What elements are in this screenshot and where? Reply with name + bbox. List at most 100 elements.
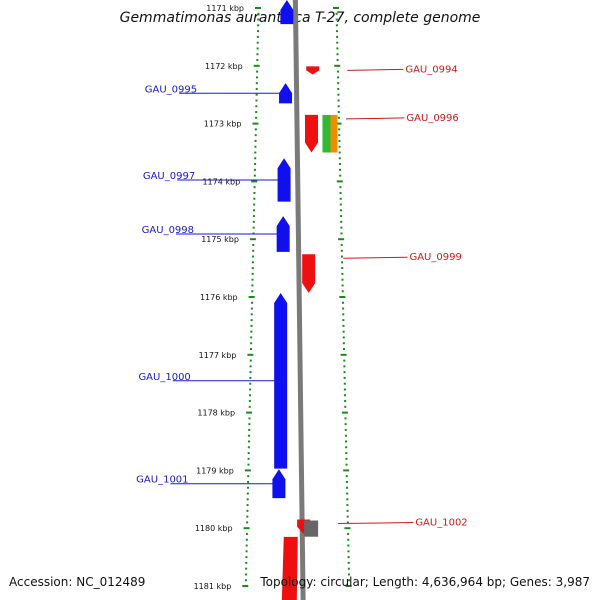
gene-features bbox=[272, 0, 338, 600]
ruler-dot bbox=[249, 348, 252, 351]
ruler-dot bbox=[253, 209, 256, 212]
ruler-dot bbox=[341, 278, 344, 281]
topology-text: Topology: circular; Length: 4,636,964 bp… bbox=[260, 575, 590, 589]
ruler-dot bbox=[256, 30, 259, 33]
ruler-dot bbox=[348, 579, 351, 582]
ruler-dot bbox=[345, 463, 348, 466]
ruler-dot bbox=[341, 301, 344, 304]
ruler-dot bbox=[251, 290, 254, 293]
ruler-dot bbox=[253, 186, 256, 189]
ruler-dot bbox=[245, 544, 248, 547]
ruler-dot bbox=[343, 359, 346, 362]
ruler-dot bbox=[342, 336, 345, 339]
gene-label: GAU_0996 bbox=[406, 113, 458, 124]
ruler-dot bbox=[338, 145, 341, 148]
ruler-tick-label: 1178 kbp bbox=[197, 409, 235, 418]
ruler-dot bbox=[252, 249, 255, 252]
ruler-dot bbox=[344, 400, 347, 403]
ruler-dot bbox=[250, 313, 253, 316]
ruler-dot bbox=[250, 324, 253, 327]
gene-arrow-gau-0999 bbox=[302, 254, 316, 293]
ruler-dot bbox=[337, 82, 340, 85]
ruler-dot bbox=[347, 567, 350, 570]
ruler-dot bbox=[335, 18, 338, 21]
ruler-major-tick bbox=[344, 527, 351, 530]
ruler-major-tick bbox=[244, 469, 251, 472]
ruler-dot bbox=[337, 76, 340, 79]
ruler-dot bbox=[345, 457, 348, 460]
ruler-major-tick bbox=[334, 64, 341, 67]
ruler-dot bbox=[345, 475, 348, 478]
ruler-major-tick bbox=[333, 7, 339, 9]
ruler-dot bbox=[251, 278, 254, 281]
ruler-major-tick bbox=[341, 411, 348, 414]
ruler-dot bbox=[249, 388, 252, 391]
ruler-dot bbox=[347, 532, 350, 535]
ruler-right bbox=[333, 7, 352, 587]
ruler-dot bbox=[249, 371, 252, 374]
ruler-dot bbox=[347, 561, 350, 564]
ruler-dot bbox=[342, 342, 345, 345]
ruler-dot bbox=[246, 504, 249, 507]
ruler-dot bbox=[345, 446, 348, 449]
ruler-dot bbox=[336, 30, 339, 33]
ruler-dot bbox=[251, 261, 254, 264]
ruler-dot bbox=[251, 272, 254, 275]
ruler-dot bbox=[248, 417, 251, 420]
ruler-dot bbox=[246, 515, 249, 518]
ruler-dot bbox=[246, 492, 249, 495]
ruler-dot bbox=[340, 249, 343, 252]
ruler-dot bbox=[339, 203, 342, 206]
ruler-dot bbox=[255, 93, 258, 96]
ruler-dot bbox=[335, 24, 338, 27]
ruler-major-tick bbox=[255, 7, 261, 9]
ruler-major-tick bbox=[249, 238, 256, 241]
ruler-dot bbox=[339, 191, 342, 194]
ruler-dot bbox=[250, 336, 253, 339]
ruler-major-tick bbox=[253, 64, 260, 67]
ruler-dot bbox=[245, 567, 248, 570]
ruler-dot bbox=[245, 532, 248, 535]
ruler-major-tick bbox=[242, 585, 249, 587]
ruler-tick-label: 1181 kbp bbox=[194, 582, 232, 591]
ruler-dot bbox=[342, 319, 345, 322]
extra-feature-green bbox=[322, 114, 331, 153]
ruler-dot bbox=[248, 405, 251, 408]
ruler-dot bbox=[343, 365, 346, 368]
gene-arrow-gau-0997 bbox=[277, 158, 291, 202]
gene-label: GAU_0997 bbox=[143, 171, 195, 182]
ruler-tick-label: 1180 kbp bbox=[195, 524, 233, 533]
ruler-dot bbox=[342, 307, 345, 310]
ruler-dot bbox=[338, 151, 341, 154]
ruler-dot bbox=[339, 168, 342, 171]
ruler-dot bbox=[346, 504, 349, 507]
gene-arrow-gau-1000 bbox=[274, 292, 288, 469]
ruler-major-tick bbox=[340, 353, 347, 356]
ruler-dot bbox=[254, 134, 257, 137]
accession-text: Accession: NC_012489 bbox=[9, 575, 146, 589]
ruler-dot bbox=[246, 486, 249, 489]
ruler-tick-label: 1176 kbp bbox=[200, 293, 238, 302]
ruler-dot bbox=[342, 324, 345, 327]
ruler-dot bbox=[344, 428, 347, 431]
ruler-dot bbox=[336, 59, 339, 62]
ruler-dot bbox=[246, 509, 249, 512]
ruler-dot bbox=[253, 203, 256, 206]
ruler-dot bbox=[346, 509, 349, 512]
ruler-dot bbox=[247, 440, 250, 443]
ruler-dot bbox=[248, 400, 251, 403]
ruler-dot bbox=[340, 215, 343, 218]
ruler-dot bbox=[341, 290, 344, 293]
ruler-dot bbox=[337, 116, 340, 119]
ruler-dot bbox=[336, 53, 339, 56]
ruler-dot bbox=[337, 93, 340, 96]
ruler-dot bbox=[249, 359, 252, 362]
ruler-dot bbox=[252, 232, 255, 235]
ruler-dot bbox=[257, 24, 260, 27]
ruler-dot bbox=[338, 128, 341, 131]
gene-leader-line bbox=[343, 256, 408, 259]
ruler-dot bbox=[244, 579, 247, 582]
ruler-dot bbox=[253, 197, 256, 200]
ruler-dot bbox=[249, 376, 252, 379]
ruler-dot bbox=[341, 284, 344, 287]
